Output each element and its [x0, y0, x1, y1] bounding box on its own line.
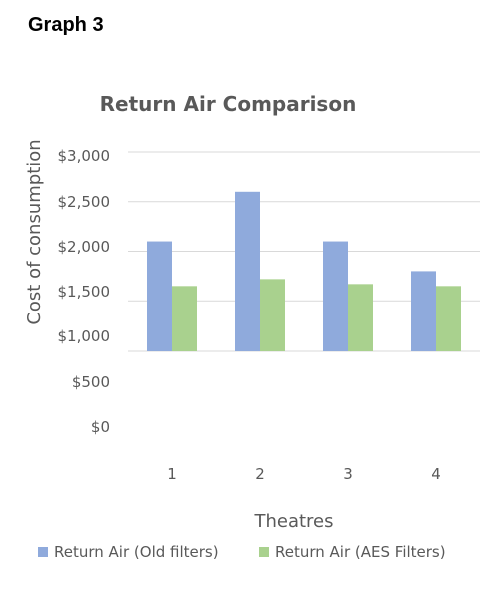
x-tick-label: 4 [431, 465, 441, 483]
x-tick-label: 1 [167, 465, 177, 483]
legend-swatch [38, 547, 48, 557]
y-tick-label: $0 [91, 418, 110, 436]
plot-area: $0 $500 $1,000 $1,500 $2,000 $2,500 $3,000 1 2 3 4 [58, 147, 480, 483]
y-tick-label: $500 [72, 373, 110, 391]
chart-title: Return Air Comparison [100, 92, 357, 116]
y-axis-label: Cost of consumption [24, 139, 45, 324]
x-tick-label: 3 [343, 465, 353, 483]
bar-series-2-theatre-4 [436, 286, 461, 351]
y-tick-label: $2,500 [58, 193, 111, 211]
legend-label: Return Air (AES Filters) [275, 543, 446, 561]
bar-series-1-theatre-3 [323, 241, 348, 351]
bar-series-1-theatre-2 [235, 191, 260, 351]
bar-series-1-theatre-1 [147, 241, 172, 351]
page-heading: Graph 3 [28, 14, 104, 36]
y-tick-label: $2,000 [58, 238, 111, 256]
y-tick-label: $1,500 [58, 283, 111, 301]
bar-series-1-theatre-4 [411, 271, 436, 351]
bar-series-2-theatre-1 [172, 286, 197, 351]
legend-label: Return Air (Old filters) [54, 543, 219, 561]
y-tick-label: $3,000 [58, 147, 111, 165]
x-tick-label: 2 [255, 465, 265, 483]
legend-swatch [259, 547, 269, 557]
bar-series-2-theatre-2 [260, 279, 285, 351]
bar-series-2-theatre-3 [348, 284, 373, 351]
x-axis-label: Theatres [253, 511, 333, 532]
legend: Return Air (Old filters) Return Air (AES … [38, 543, 446, 561]
y-tick-label: $1,000 [58, 327, 111, 345]
